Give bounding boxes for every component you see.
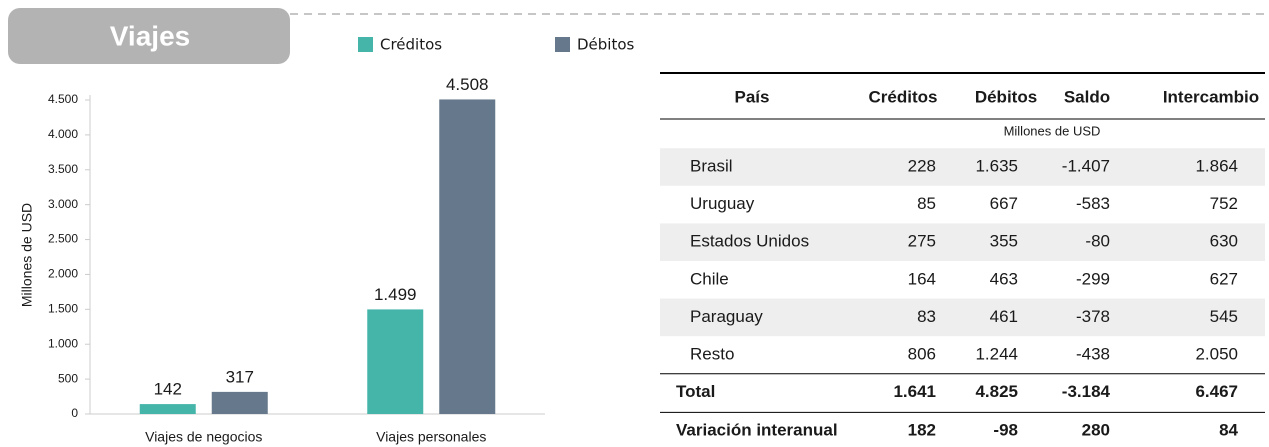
cell: 228	[908, 156, 936, 175]
column-header: Débitos	[975, 87, 1037, 106]
total-cell: Total	[676, 382, 715, 401]
y-tick-label: 2.000	[48, 267, 78, 281]
cell: -438	[1076, 344, 1110, 363]
value-label: 4.508	[446, 75, 489, 94]
column-header: Intercambio	[1163, 87, 1259, 106]
cell: 1.864	[1195, 156, 1238, 175]
cell: 1.635	[975, 156, 1018, 175]
cell: 630	[1210, 232, 1238, 251]
title: Viajes	[110, 20, 190, 51]
cell: 545	[1210, 307, 1238, 326]
cell: -1.407	[1062, 156, 1110, 175]
y-axis-label: Millones de USD	[19, 203, 35, 307]
cell: 164	[908, 269, 936, 288]
value-label: 142	[154, 380, 182, 399]
cell: -583	[1076, 194, 1110, 213]
value-label: 317	[226, 367, 254, 386]
cell: 461	[990, 307, 1018, 326]
y-tick-label: 3.000	[48, 197, 78, 211]
x-tick-label: Viajes de negocios	[145, 429, 262, 445]
total-cell: 182	[908, 421, 936, 440]
cell: 85	[917, 194, 936, 213]
unit-label: Millones de USD	[1004, 123, 1101, 138]
bar	[139, 404, 196, 414]
cell: Resto	[690, 344, 734, 363]
cell: 355	[990, 232, 1018, 251]
total-cell: 280	[1082, 421, 1110, 440]
legend-swatch	[358, 37, 373, 52]
cell: 463	[990, 269, 1018, 288]
y-tick-label: 1.500	[48, 302, 78, 316]
y-tick-label: 0	[71, 406, 78, 420]
bar	[211, 391, 268, 414]
cell: 275	[908, 232, 936, 251]
cell: 1.244	[975, 344, 1018, 363]
column-header: Créditos	[869, 87, 938, 106]
cell: 752	[1210, 194, 1238, 213]
y-tick-label: 4.000	[48, 127, 78, 141]
total-cell: 6.467	[1195, 382, 1238, 401]
total-cell: 1.641	[893, 382, 936, 401]
bar	[367, 309, 424, 414]
row-band	[660, 223, 1265, 261]
cell: 2.050	[1195, 344, 1238, 363]
row-band	[660, 298, 1265, 337]
x-tick-label: Viajes personales	[376, 429, 486, 445]
cell: Paraguay	[690, 307, 763, 326]
column-header: País	[735, 87, 770, 106]
title-pill	[8, 8, 290, 64]
cell: -299	[1076, 269, 1110, 288]
legend-label: Créditos	[380, 36, 442, 54]
y-tick-label: 1.000	[48, 336, 78, 350]
y-tick-label: 500	[58, 371, 78, 385]
value-label: 1.499	[374, 285, 417, 304]
total-cell: Variación interanual	[676, 421, 838, 440]
row-band	[660, 148, 1265, 186]
total-cell: 84	[1219, 421, 1238, 440]
cell: -80	[1085, 232, 1110, 251]
y-tick-label: 4.500	[48, 92, 78, 106]
cell: Estados Unidos	[690, 232, 809, 251]
cell: Uruguay	[690, 194, 755, 213]
cell: 83	[917, 307, 936, 326]
cell: -378	[1076, 307, 1110, 326]
cell: Chile	[690, 269, 729, 288]
cell: 627	[1210, 269, 1238, 288]
total-cell: -3.184	[1062, 382, 1111, 401]
legend-label: Débitos	[577, 36, 635, 54]
y-tick-label: 2.500	[48, 232, 78, 246]
y-tick-label: 3.500	[48, 162, 78, 176]
legend-swatch	[555, 37, 570, 52]
total-cell: 4.825	[975, 382, 1018, 401]
cell: 667	[990, 194, 1018, 213]
cell: 806	[908, 344, 936, 363]
bar	[439, 99, 496, 415]
cell: Brasil	[690, 156, 733, 175]
column-header: Saldo	[1064, 87, 1110, 106]
total-cell: -98	[993, 421, 1018, 440]
